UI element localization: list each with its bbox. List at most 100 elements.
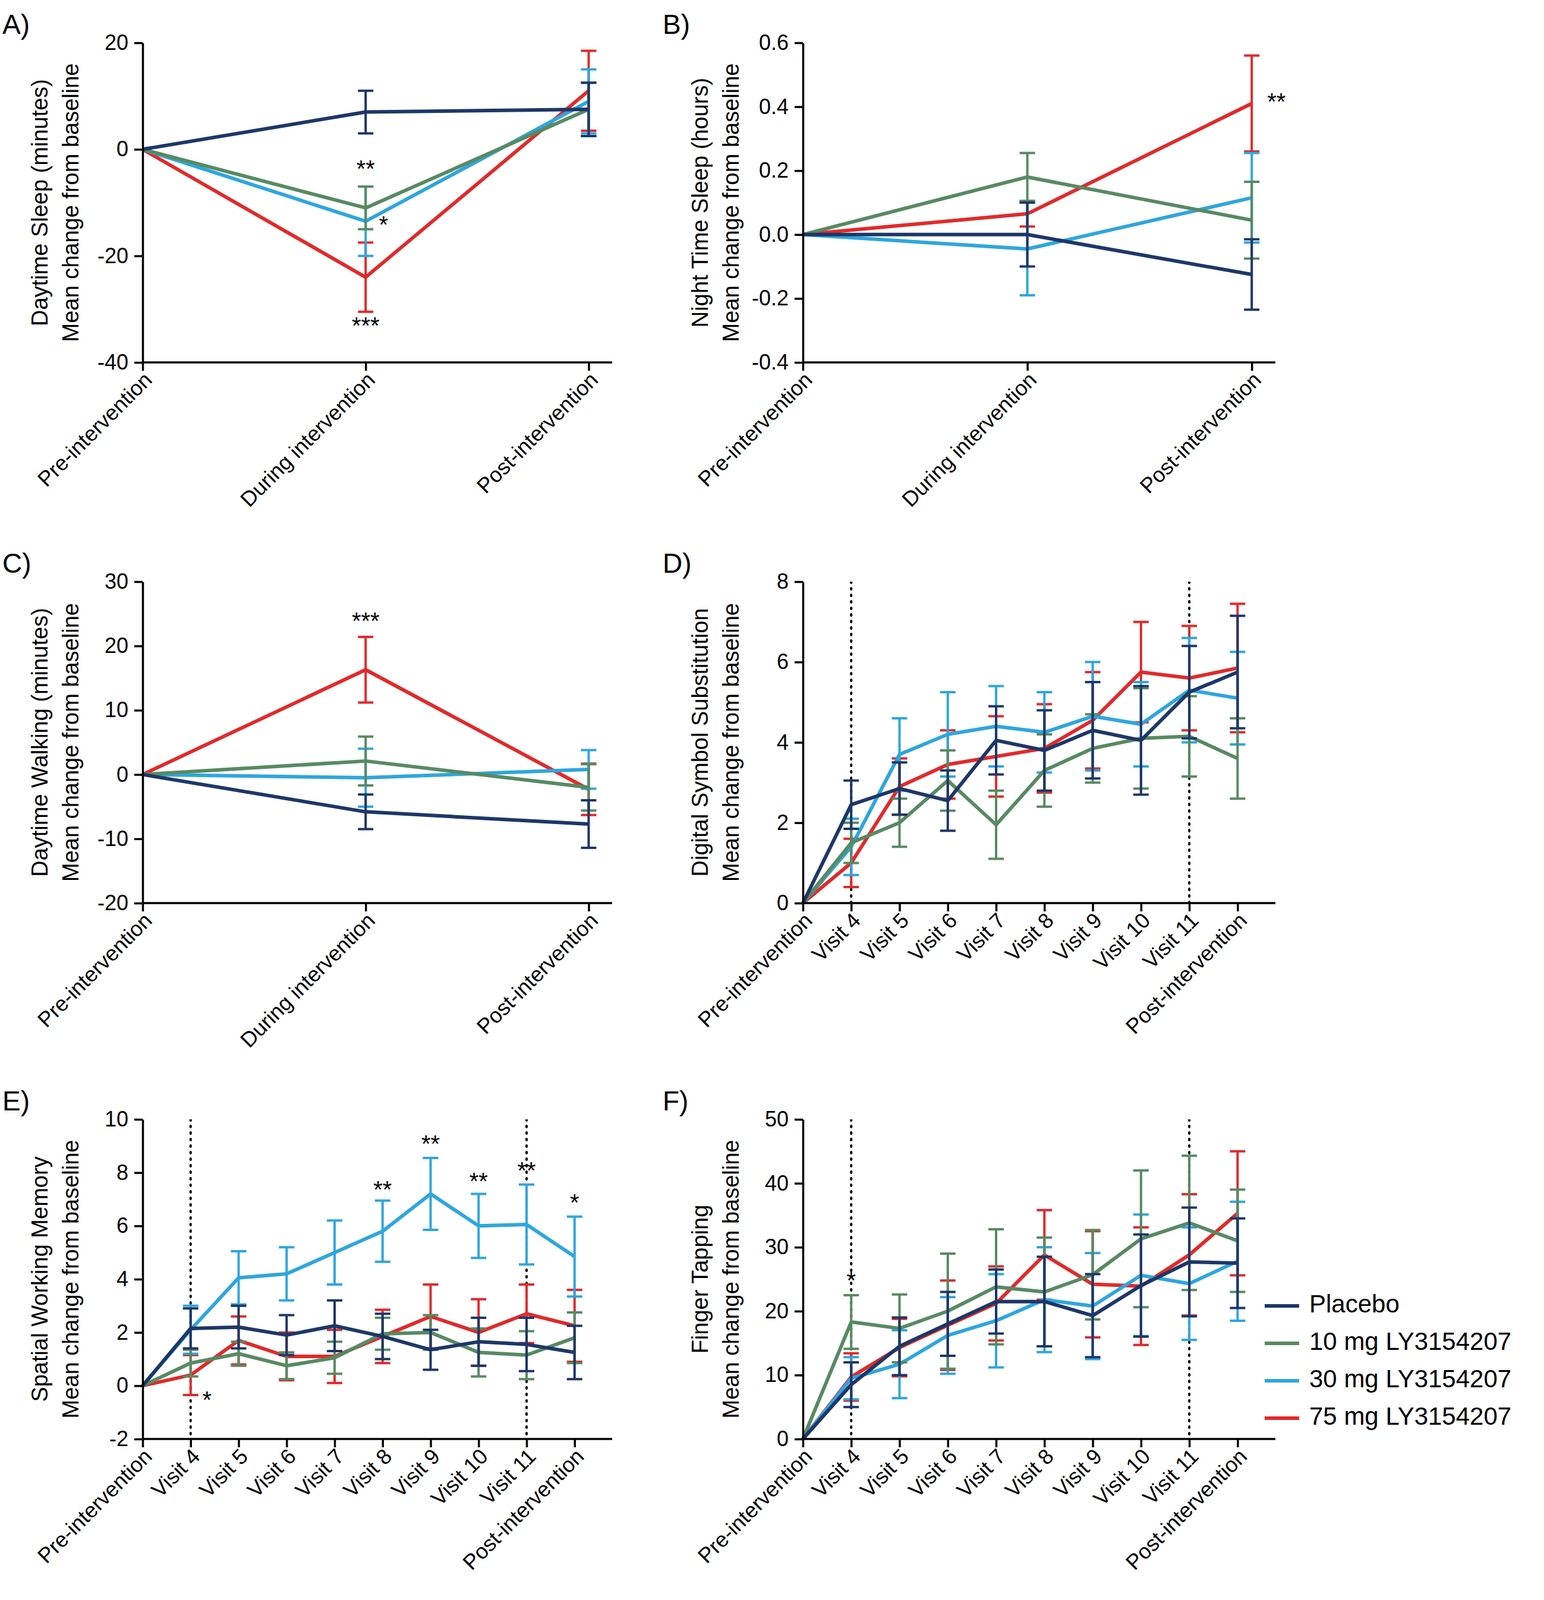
x-tick: Visit 8 (338, 1439, 397, 1503)
tick-mark (134, 1385, 143, 1388)
tick-label: 8 (116, 1160, 129, 1186)
panel-title: C) (2, 547, 32, 579)
annotation: *** (351, 607, 380, 635)
tick-label: 6 (776, 649, 789, 674)
plot-area (802, 55, 1260, 311)
tick-label: 20 (764, 1299, 789, 1324)
y-tick: 4 (776, 730, 803, 755)
tick-label: 40 (764, 1171, 789, 1196)
x-tick: Visit 6 (903, 1439, 962, 1503)
tick-label: 50 (764, 1107, 789, 1132)
series-line (142, 761, 589, 788)
y-tick: 20 (104, 30, 143, 55)
x-tick: Visit 4 (807, 903, 866, 967)
x-axis: Pre-interventionVisit 4Visit 5Visit 6Vis… (32, 1439, 613, 1575)
axis-title: Daytime Sleep (minutes) (27, 79, 53, 327)
tick-mark (995, 1439, 998, 1448)
x-tick: Visit 7 (952, 1439, 1011, 1503)
series (802, 1155, 1246, 1440)
axis-line (142, 1438, 613, 1441)
x-axis: Pre-interventionDuring interventionPost-… (32, 362, 613, 512)
tick-mark (794, 361, 803, 365)
series (802, 1202, 1246, 1440)
series-line (142, 1325, 575, 1386)
tick-mark (134, 1119, 143, 1122)
annotation: ** (517, 1157, 536, 1184)
y-tick: 0 (116, 136, 143, 162)
x-tick: Visit 6 (903, 903, 962, 967)
tick-label: During intervention (235, 367, 380, 512)
tick-mark (802, 362, 805, 371)
tick-label: -10 (97, 826, 129, 852)
x-tick: Visit 4 (807, 1439, 866, 1503)
tick-mark (947, 1439, 950, 1448)
axis-title: Mean change from baseline (58, 1140, 84, 1420)
tick-mark (285, 1439, 289, 1448)
y-tick: 10 (764, 1362, 803, 1388)
tick-label: Visit 10 (1088, 908, 1155, 975)
annotation: ** (1267, 88, 1286, 115)
series (802, 638, 1246, 904)
tick-mark (142, 1439, 145, 1448)
tick-mark (574, 1439, 577, 1448)
tick-label: Pre-intervention (692, 1444, 818, 1569)
x-tick: During intervention (235, 362, 380, 512)
tick-mark (794, 581, 803, 584)
tick-mark (1043, 903, 1046, 912)
tick-mark (134, 773, 143, 777)
tick-label: 0 (776, 1426, 789, 1452)
tick-mark (794, 1374, 803, 1378)
tick-mark (134, 838, 143, 841)
legend-label: 75 mg LY3154207 (1309, 1402, 1512, 1431)
annotation: *** (351, 312, 380, 339)
y-tick: 30 (104, 569, 143, 594)
tick-label: -40 (97, 350, 129, 375)
tick-mark (898, 903, 901, 912)
tick-label: 10 (104, 1107, 129, 1132)
tick-mark (794, 1311, 803, 1314)
tick-mark (134, 902, 143, 906)
tick-label: Visit 10 (1088, 1444, 1155, 1511)
tick-mark (134, 1171, 143, 1175)
plot-area (802, 581, 1246, 904)
tick-label: Pre-intervention (692, 367, 818, 492)
panel-title: A) (2, 8, 30, 40)
tick-label: 4 (116, 1267, 129, 1292)
x-tick: During intervention (235, 903, 380, 1053)
x-tick: Visit 5 (855, 903, 914, 967)
x-tick: Pre-intervention (692, 1439, 818, 1569)
tick-mark (190, 1439, 193, 1448)
series-line (142, 774, 589, 825)
tick-mark (587, 362, 591, 371)
tick-mark (134, 148, 143, 151)
tick-mark (134, 361, 143, 365)
series-line (142, 1333, 575, 1387)
tick-mark (794, 1119, 803, 1122)
tick-label: Visit 6 (903, 1444, 962, 1503)
tick-label: Visit 8 (1000, 1444, 1059, 1503)
series-line (802, 736, 1238, 904)
axis-title: Mean change from baseline (58, 603, 84, 882)
series-line (142, 669, 589, 790)
y-tick: 50 (764, 1107, 803, 1132)
tick-label: Visit 7 (952, 1444, 1011, 1503)
series-line (802, 1223, 1238, 1440)
axis-title: Finger Tapping (687, 1205, 713, 1355)
x-tick: Post-intervention (1120, 903, 1252, 1039)
tick-label: Visit 5 (855, 908, 914, 967)
tick-label: Visit 7 (952, 908, 1011, 967)
x-tick: Pre-intervention (692, 903, 818, 1033)
y-tick: 6 (116, 1213, 143, 1238)
x-tick: Pre-intervention (32, 362, 157, 492)
x-axis: Pre-interventionVisit 4Visit 5Visit 6Vis… (692, 1439, 1276, 1575)
tick-mark (794, 1182, 803, 1186)
tick-label: 2 (116, 1320, 129, 1345)
tick-label: Visit 4 (807, 1444, 866, 1503)
panel: -20246810Pre-interventionVisit 4Visit 5V… (32, 1107, 613, 1575)
tick-mark (134, 254, 143, 258)
tick-mark (947, 903, 950, 912)
y-tick: 20 (104, 633, 143, 658)
tick-mark (794, 1438, 803, 1442)
tick-mark (1140, 903, 1143, 912)
tick-label: During intervention (897, 367, 1042, 512)
